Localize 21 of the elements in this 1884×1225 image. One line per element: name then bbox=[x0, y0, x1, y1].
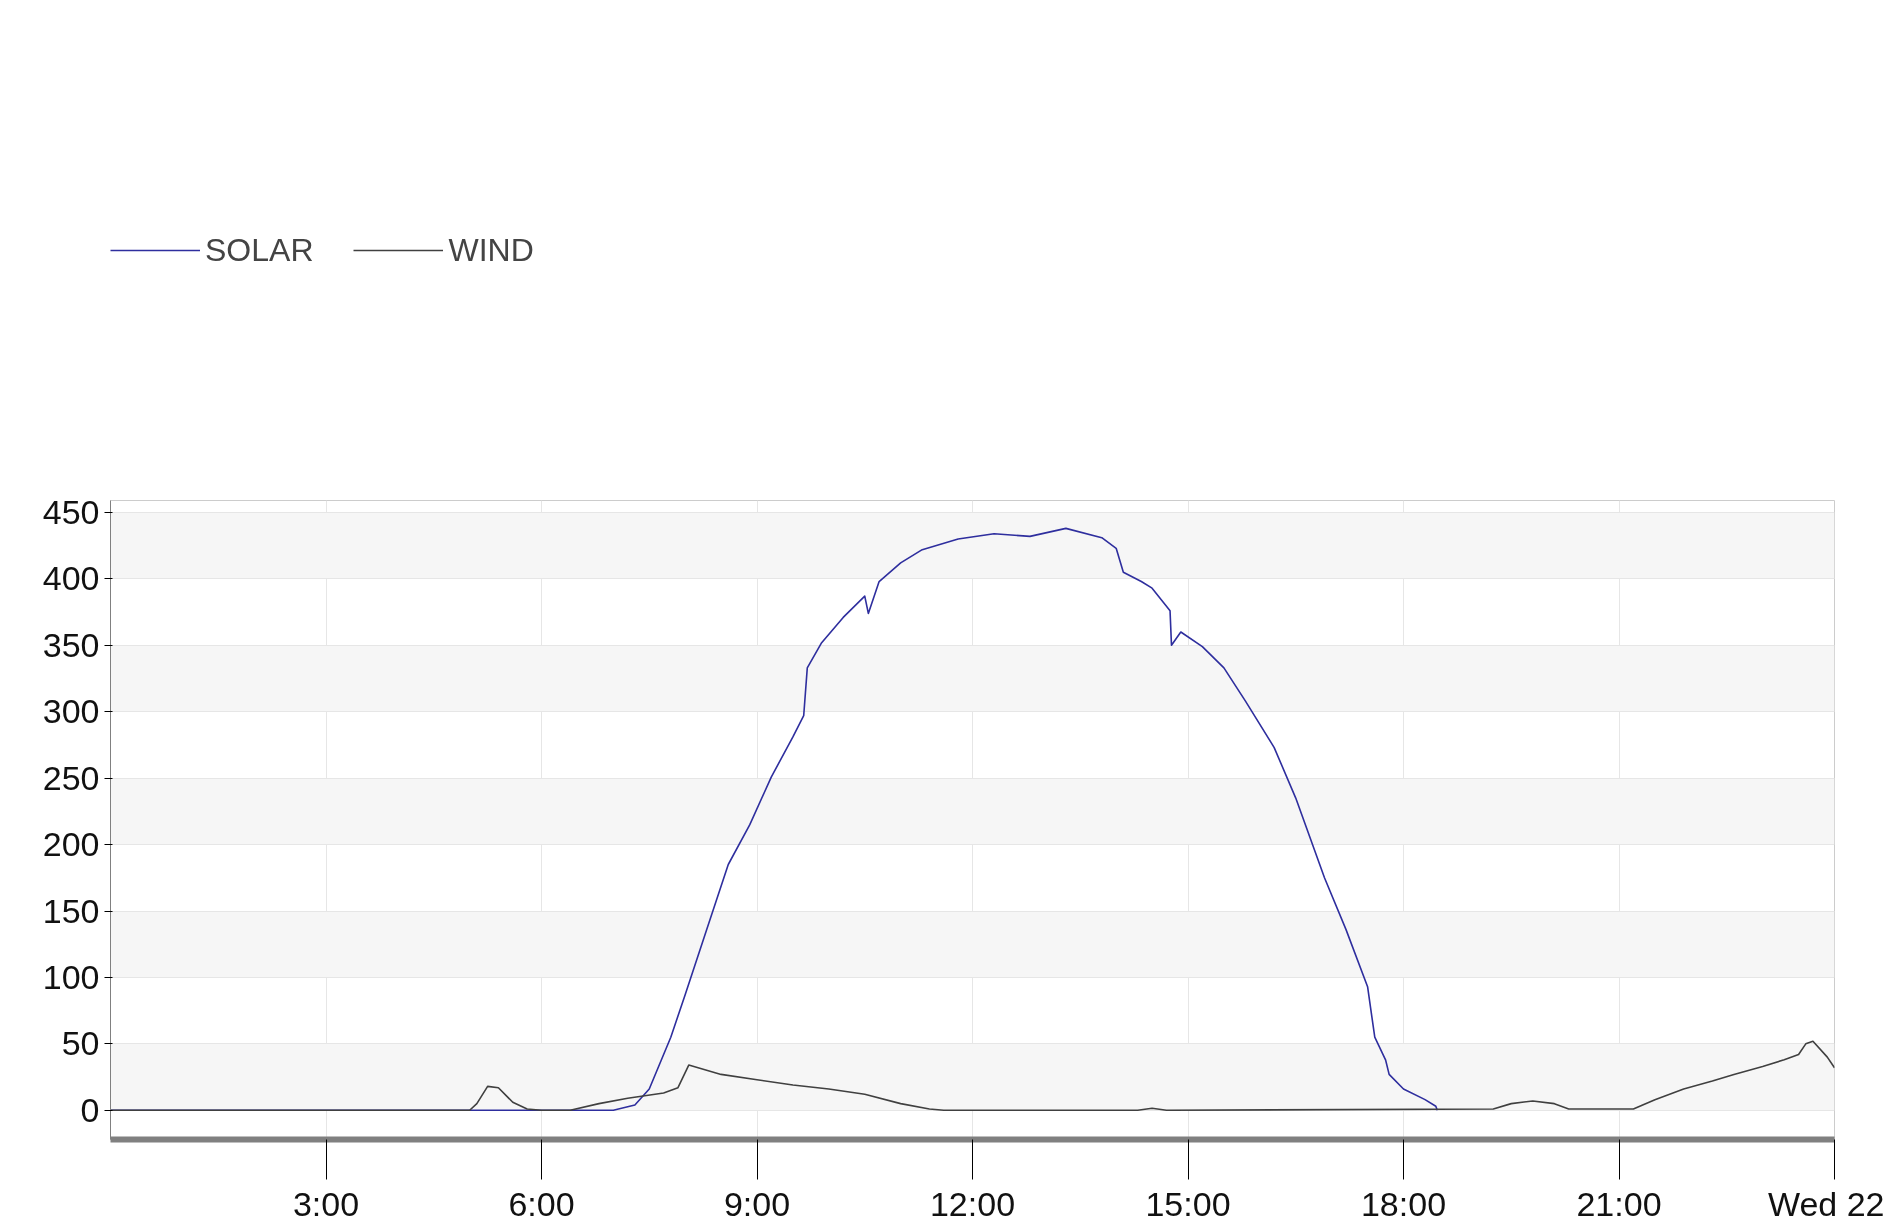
y-tick-label: 350 bbox=[42, 625, 100, 664]
y-tick-label: 200 bbox=[42, 825, 100, 864]
legend-label: WIND bbox=[448, 231, 534, 269]
x-tick-label: 15:00 bbox=[1145, 1184, 1231, 1223]
y-tick-label: 400 bbox=[42, 559, 100, 598]
x-tick-label: Wed 22 bbox=[1767, 1184, 1884, 1223]
y-tick-label: 0 bbox=[80, 1090, 100, 1129]
x-tick-label: 3:00 bbox=[292, 1184, 360, 1223]
line-series bbox=[110, 1040, 1835, 1112]
x-tick-label: 12:00 bbox=[929, 1184, 1016, 1223]
x-tick-label: 18:00 bbox=[1360, 1184, 1447, 1223]
y-tick-label: 50 bbox=[61, 1024, 100, 1063]
x-tick-label: 9:00 bbox=[723, 1184, 791, 1223]
y-tick-label: 250 bbox=[42, 758, 100, 797]
y-tick-label: 100 bbox=[42, 957, 100, 996]
y-tick-label: 450 bbox=[42, 492, 100, 531]
x-tick-label: 21:00 bbox=[1576, 1184, 1662, 1223]
x-tick-label: 6:00 bbox=[508, 1184, 575, 1223]
y-tick-label: 300 bbox=[42, 692, 100, 731]
y-tick-label: 150 bbox=[42, 891, 100, 930]
legend-label: SOLAR bbox=[205, 231, 314, 269]
